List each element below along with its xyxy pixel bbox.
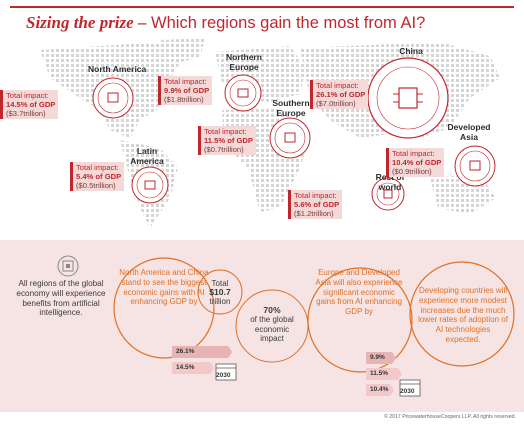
impact-box-northern-europe: Total impact: 9.9% of GDP ($1.8trillion) — [158, 76, 213, 105]
copyright: © 2017 PricewaterhouseCoopers LLP. All r… — [383, 414, 516, 420]
region-name-southern-europe: Southern Europe — [272, 98, 310, 118]
bar-label-north-america: 14.5% — [176, 364, 195, 371]
summary-eu-asia: Europe and Developed Asia will also expe… — [315, 268, 403, 317]
impact-box-developed-asia: Total impact: 10.4% of GDP ($0.9trillion) — [386, 148, 445, 177]
bar-label-southern-europe: 11.5% — [370, 370, 389, 377]
rest-of-world-marker — [371, 177, 405, 211]
summary-intro: All regions of the global economy will e… — [16, 279, 106, 318]
summary-total: Total $10.7 trillion — [209, 279, 231, 306]
developed-asia-marker — [454, 145, 496, 187]
title-rule — [10, 6, 514, 8]
summary-circles — [113, 257, 515, 397]
bar-label-china: 26.1% — [176, 348, 195, 355]
summary-share: 70% of the global economic impact — [250, 305, 294, 344]
impact-box-rest-of-world: Total impact: 5.6% of GDP ($1.2trillion) — [288, 190, 343, 219]
northern-europe-marker — [224, 74, 262, 112]
region-name-northern-europe: Northern Europe — [226, 52, 262, 72]
bar-label-northern-europe: 9.9% — [370, 354, 385, 361]
impact-box-china: Total impact: 26.1% of GDP ($7.0trillion) — [310, 80, 369, 109]
bar-label-developed-asia: 10.4% — [370, 386, 389, 393]
region-name-developed-asia: Developed Asia — [447, 122, 491, 142]
year-label-na-china: 2030 — [216, 372, 231, 379]
latin-america-marker — [131, 166, 169, 204]
ai-chip-icon — [57, 255, 79, 277]
china-marker — [367, 57, 449, 139]
impact-box-latin-america: Total impact: 5.4% of GDP ($0.5trillion) — [70, 162, 125, 191]
impact-box-north-america: Total impact: 14.5% of GDP ($3.7trillion) — [0, 90, 59, 119]
region-name-latin-america: Latin America — [130, 146, 164, 166]
summary-na-china: North America and China stand to see the… — [119, 268, 209, 307]
southern-europe-marker — [269, 117, 311, 159]
region-name-north-america: North America — [88, 64, 147, 74]
region-name-china: China — [399, 46, 423, 56]
impact-box-southern-europe: Total impact: 11.5% of GDP ($0.7trillion) — [198, 126, 256, 155]
year-label-eu-asia: 2030 — [400, 388, 415, 395]
page-title: Sizing the prize – Which regions gain th… — [26, 13, 426, 32]
summary-developing: Developing countries will experience mor… — [418, 286, 508, 344]
region-name-rest-of-world: Rest of world — [375, 172, 405, 192]
north-america-marker — [92, 77, 134, 119]
world-map — [40, 38, 500, 228]
